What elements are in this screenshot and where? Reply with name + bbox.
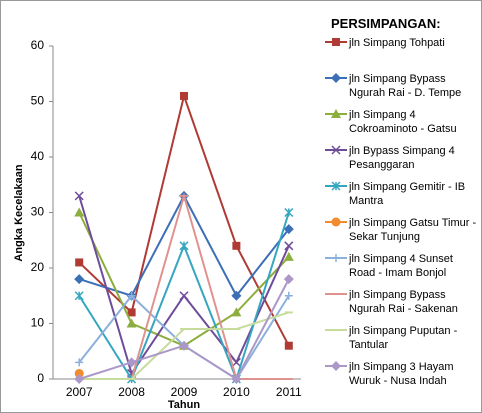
- marker: [179, 291, 189, 301]
- marker: [331, 145, 341, 155]
- marker: [284, 341, 293, 350]
- legend-item: jln Simpang Puputan - Tantular: [323, 323, 479, 359]
- x-axis-title: Tahun: [168, 399, 200, 411]
- marker: [180, 91, 188, 100]
- x-tick-label: 2008: [118, 385, 145, 399]
- marker: [283, 224, 294, 235]
- marker: [283, 274, 294, 285]
- marker: [126, 357, 137, 368]
- legend-label: jln Simpang 4 Cokroaminoto - Gatsu: [349, 109, 457, 135]
- marker: [74, 374, 85, 384]
- series-line: [78, 92, 290, 347]
- marker: [231, 374, 242, 384]
- marker: [332, 38, 340, 46]
- y-tick-label: 60: [31, 38, 45, 52]
- marker: [74, 368, 84, 378]
- marker: [332, 254, 340, 262]
- legend-label: jln Simpang Bypass Ngurah Rai - D. Tempe: [349, 73, 462, 99]
- marker: [331, 73, 341, 83]
- marker: [331, 361, 341, 371]
- legend-item: jln Bypass Simpang 4 Pesanggaran: [323, 143, 479, 179]
- x-tick-label: 2007: [66, 385, 93, 399]
- legend-swatch: [325, 38, 347, 46]
- legend-swatch: [325, 329, 347, 331]
- marker: [179, 241, 189, 251]
- marker: [284, 207, 294, 218]
- legend: PERSIMPANGAN: jln Simpang Tohpati jln Sim…: [323, 13, 479, 395]
- legend-item: jln Simpang Bypass Ngurah Rai - D. Tempe: [323, 71, 479, 107]
- legend-title: PERSIMPANGAN:: [331, 16, 441, 31]
- legend-item: jln Simpang 4 Cokroaminoto - Gatsu: [323, 107, 479, 143]
- marker: [75, 258, 84, 267]
- legend-label: jln Simpang Gemitir - IB Mantra: [349, 181, 466, 207]
- marker: [231, 290, 242, 301]
- y-tick-label: 30: [31, 205, 45, 219]
- marker: [331, 109, 341, 118]
- legend-swatch: [325, 145, 347, 155]
- marker: [284, 291, 293, 300]
- legend-swatch: [325, 181, 347, 191]
- marker: [331, 217, 341, 227]
- y-tick-label: 10: [31, 316, 45, 330]
- marker: [283, 251, 294, 261]
- x-tick-label: 2011: [276, 385, 302, 399]
- marker: [232, 241, 241, 250]
- marker: [284, 241, 294, 251]
- legend-label: jln Simpang Tohpati: [349, 37, 445, 49]
- marker: [74, 191, 84, 201]
- plot: Tahun Angka Kecelakaan 0 10 20 30 40 50 60 2007…: [13, 38, 302, 411]
- legend-item: jln Simpang 4 Sunset Road - Imam Bonjol: [323, 251, 479, 287]
- marker: [331, 181, 341, 191]
- legend-label: jln Simpang Bypass Ngurah Rai - Sakenan: [349, 289, 458, 315]
- y-tick-label: 40: [31, 149, 45, 163]
- legend-label: jln Simpang Puputan - Tantular: [349, 325, 458, 351]
- legend-item: jln Simpang Gatsu Timur - Sekar Tunjung: [323, 215, 479, 251]
- legend-swatch: [325, 361, 347, 371]
- marker: [179, 340, 189, 351]
- y-axis-title: Angka Kecelakaan: [13, 164, 25, 261]
- legend-item: jln Simpang Tohpati: [323, 35, 479, 71]
- legend-swatch: [325, 217, 347, 227]
- marker: [127, 291, 136, 300]
- marker: [74, 274, 85, 285]
- marker: [74, 291, 84, 301]
- legend-item: jln Simpang 3 Hayam Wuruk - Nusa Indah: [323, 359, 479, 395]
- legend-swatch: [325, 73, 347, 83]
- y-tick-label: 50: [31, 94, 45, 108]
- legend-label: jln Simpang 3 Hayam Wuruk - Nusa Indah: [349, 361, 454, 387]
- marker: [75, 358, 84, 367]
- legend-label: jln Simpang 4 Sunset Road - Imam Bonjol: [349, 253, 453, 279]
- x-tick-label: 2010: [223, 385, 250, 399]
- marker: [127, 308, 136, 317]
- y-tick-label: 0: [37, 371, 44, 385]
- marker: [231, 357, 241, 367]
- legend-label: jln Simpang Gatsu Timur - Sekar Tunjung: [349, 217, 477, 243]
- legend-swatch: [325, 109, 347, 118]
- x-tick-label: 2009: [171, 385, 198, 399]
- legend-label: jln Bypass Simpang 4 Pesanggaran: [349, 145, 455, 171]
- y-tick-label: 20: [31, 260, 45, 274]
- legend-item: jln Simpang Gemitir - IB Mantra: [323, 179, 479, 215]
- legend-item: jln Simpang Bypass Ngurah Rai - Sakenan: [323, 287, 479, 323]
- legend-swatch: [325, 254, 347, 262]
- legend-swatch: [325, 293, 347, 295]
- marker: [231, 307, 242, 317]
- series-line: [78, 212, 290, 347]
- marker: [126, 318, 137, 328]
- marker: [74, 207, 85, 217]
